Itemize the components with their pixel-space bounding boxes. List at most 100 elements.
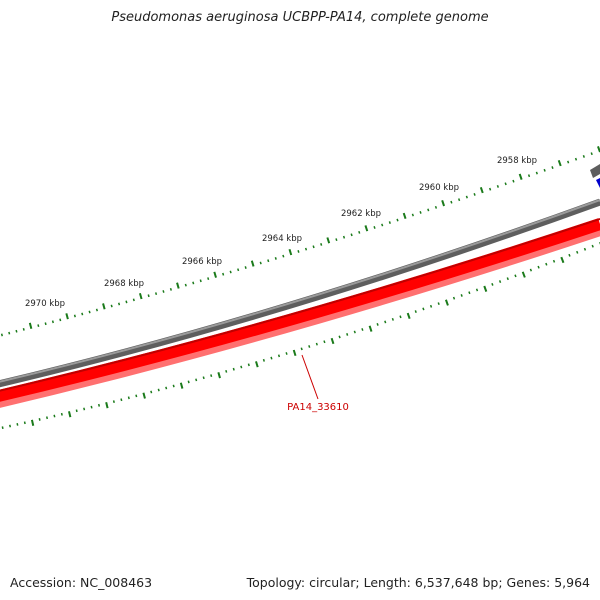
minor-tick bbox=[384, 320, 387, 324]
minor-tick bbox=[529, 268, 533, 272]
minor-tick bbox=[504, 182, 507, 186]
minor-tick bbox=[83, 407, 86, 411]
minor-tick bbox=[1, 426, 4, 430]
scale-label-2966: 2966 kbp bbox=[182, 257, 222, 267]
minor-tick bbox=[535, 171, 538, 175]
minor-tick bbox=[135, 394, 138, 398]
minor-tick bbox=[399, 315, 402, 319]
minor-tick bbox=[475, 288, 479, 292]
minor-tick bbox=[8, 331, 11, 335]
minor-tick bbox=[162, 290, 165, 293]
genome-title: Pseudomonas aeruginosa UCBPP-PA14, compl… bbox=[111, 10, 489, 25]
minor-tick bbox=[512, 179, 515, 183]
scale-label-2964: 2964 kbp bbox=[262, 234, 302, 244]
minor-tick bbox=[582, 155, 585, 158]
minor-tick bbox=[23, 421, 26, 425]
minor-tick bbox=[465, 195, 468, 199]
minor-tick bbox=[422, 307, 425, 311]
major-tick bbox=[28, 322, 33, 329]
minor-tick bbox=[312, 245, 315, 249]
major-tick bbox=[176, 282, 180, 289]
major-tick bbox=[30, 419, 35, 426]
major-tick bbox=[255, 361, 259, 368]
outer-tick-ring bbox=[0, 146, 600, 337]
minor-tick bbox=[574, 157, 578, 161]
minor-tick bbox=[300, 347, 303, 351]
minor-tick bbox=[460, 294, 463, 297]
major-tick bbox=[364, 225, 369, 232]
minor-tick bbox=[361, 328, 364, 331]
minor-tick bbox=[192, 281, 195, 285]
minor-tick bbox=[225, 369, 228, 373]
major-tick bbox=[68, 411, 72, 418]
minor-tick bbox=[543, 168, 546, 172]
minor-tick bbox=[373, 226, 376, 229]
scale-label-2960: 2960 kbp bbox=[419, 183, 459, 193]
minor-tick bbox=[232, 367, 235, 371]
minor-tick bbox=[437, 302, 440, 306]
minor-tick bbox=[419, 211, 422, 214]
minor-tick bbox=[157, 388, 160, 392]
backbone-stub bbox=[590, 164, 600, 178]
minor-tick bbox=[346, 333, 349, 336]
minor-tick bbox=[506, 277, 509, 281]
minor-tick bbox=[427, 208, 430, 212]
minor-tick bbox=[496, 185, 499, 188]
minor-tick bbox=[434, 205, 438, 209]
minor-tick bbox=[514, 274, 517, 278]
minor-tick bbox=[411, 213, 414, 217]
minor-tick bbox=[202, 376, 205, 380]
inner-tick-ring bbox=[1, 242, 600, 430]
minor-tick bbox=[358, 230, 361, 234]
minor-tick bbox=[590, 152, 593, 156]
minor-tick bbox=[468, 291, 471, 295]
minor-tick bbox=[165, 386, 168, 390]
minor-tick bbox=[353, 330, 356, 334]
minor-tick bbox=[16, 423, 19, 426]
minor-tick bbox=[132, 298, 135, 302]
minor-tick bbox=[60, 412, 63, 416]
minor-tick bbox=[308, 345, 311, 348]
minor-tick bbox=[320, 242, 323, 246]
genome-backbone bbox=[0, 198, 600, 388]
minor-tick bbox=[545, 262, 548, 266]
minor-tick bbox=[498, 280, 502, 283]
minor-tick bbox=[210, 374, 213, 378]
major-tick bbox=[105, 402, 109, 409]
minor-tick bbox=[15, 329, 18, 333]
minor-tick bbox=[37, 324, 40, 328]
major-tick bbox=[330, 337, 335, 345]
major-tick bbox=[406, 312, 411, 320]
minor-tick bbox=[576, 250, 579, 254]
major-tick bbox=[142, 392, 146, 399]
gene-feature-band-edge bbox=[0, 218, 600, 392]
minor-tick bbox=[237, 268, 240, 272]
major-tick bbox=[250, 260, 255, 267]
minor-tick bbox=[429, 304, 433, 308]
minor-tick bbox=[73, 314, 76, 318]
minor-tick bbox=[199, 279, 202, 283]
minor-tick bbox=[90, 405, 93, 409]
minor-tick bbox=[53, 414, 56, 418]
major-tick bbox=[557, 159, 562, 167]
minor-tick bbox=[195, 378, 198, 382]
major-tick bbox=[441, 199, 446, 207]
major-tick bbox=[292, 349, 297, 357]
minor-tick bbox=[450, 200, 453, 204]
genome-summary-text: Topology: circular; Length: 6,537,648 bp… bbox=[246, 575, 590, 590]
scale-label-2970: 2970 kbp bbox=[25, 299, 65, 309]
minor-tick bbox=[150, 390, 153, 394]
minor-tick bbox=[376, 323, 379, 326]
major-tick bbox=[483, 285, 488, 292]
minor-tick bbox=[169, 287, 172, 291]
minor-tick bbox=[381, 223, 384, 227]
minor-tick bbox=[95, 308, 98, 312]
scale-label-2958: 2958 kbp bbox=[497, 156, 537, 166]
minor-tick bbox=[350, 233, 353, 237]
minor-tick bbox=[567, 160, 570, 164]
minor-tick bbox=[240, 365, 243, 369]
minor-tick bbox=[285, 352, 288, 355]
minor-tick bbox=[51, 320, 54, 324]
minor-tick bbox=[172, 384, 175, 388]
minor-tick bbox=[97, 403, 101, 407]
